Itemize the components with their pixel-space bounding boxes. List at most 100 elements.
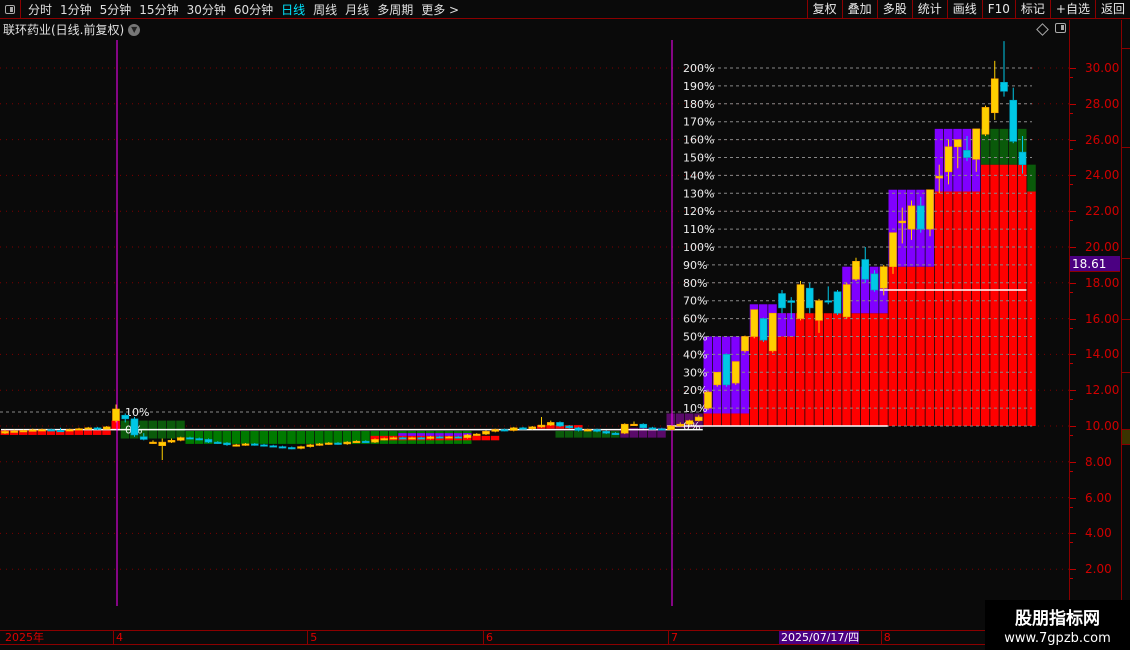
candle-body — [417, 437, 426, 440]
price-tick-label: 20.00 — [1085, 240, 1120, 254]
toolbar-button-4[interactable]: 画线 — [946, 0, 982, 18]
band-bar — [666, 413, 675, 428]
candle-body — [306, 444, 315, 447]
candle-body — [176, 437, 185, 441]
candle-body — [889, 232, 897, 267]
band-bar — [842, 313, 851, 426]
chart-title-bar: 联环药业(日线.前复权) ▼ — [3, 21, 141, 38]
candle-body — [898, 220, 907, 224]
toolbar-button-8[interactable]: 返回 — [1094, 0, 1130, 18]
tab-period-8[interactable]: 月线 — [345, 2, 370, 17]
tab-period-4[interactable]: 30分钟 — [186, 2, 226, 17]
percent-label: 130% — [683, 187, 714, 200]
band-bar — [259, 431, 268, 444]
candle-body — [963, 150, 971, 158]
band-bar — [712, 413, 722, 426]
toolbar-button-0[interactable]: 复权 — [806, 0, 842, 18]
band-bar — [46, 430, 56, 435]
candle-body — [482, 431, 490, 435]
toolbar-button-2[interactable]: 多股 — [876, 0, 912, 18]
band-bar — [102, 430, 111, 435]
band-bar — [305, 431, 315, 444]
band-bar — [749, 336, 759, 426]
toolbar-button-1[interactable]: 叠加 — [841, 0, 877, 18]
band-bar — [740, 413, 749, 426]
band-bar — [786, 313, 796, 337]
band-bar — [657, 427, 666, 438]
percent-label: 170% — [683, 116, 714, 129]
price-tick-label: 18.00 — [1085, 275, 1120, 290]
watermark-name: 股朋指标网 — [1015, 609, 1100, 629]
toolbar-button-6[interactable]: 标记 — [1014, 0, 1050, 18]
side-panel-tabs[interactable] — [1121, 20, 1130, 630]
candle-body — [565, 425, 574, 429]
band-bar — [944, 191, 953, 426]
candle-body — [620, 423, 629, 434]
candle-body — [250, 443, 259, 446]
band-bar — [453, 433, 463, 436]
band-bar — [592, 431, 601, 438]
band-bar — [287, 431, 296, 444]
panel-toggle-button[interactable] — [0, 0, 21, 19]
candle-body — [121, 414, 130, 420]
tab-period-6[interactable]: 日线 — [281, 2, 306, 17]
tab-period-2[interactable]: 5分钟 — [99, 2, 132, 17]
band-bar — [638, 427, 648, 438]
band-bar — [888, 189, 897, 267]
percent-label: 40% — [683, 348, 707, 361]
tab-period-9[interactable]: 多周期 — [377, 2, 414, 17]
band-bar — [731, 413, 740, 426]
tab-period-0[interactable]: 分时 — [28, 2, 53, 17]
tab-period-7[interactable]: 周线 — [313, 2, 338, 17]
band-bar — [315, 431, 324, 444]
toolbar-button-7[interactable]: +自选 — [1049, 0, 1095, 18]
tab-period-5[interactable]: 60分钟 — [233, 2, 274, 17]
band-bar — [971, 191, 981, 426]
axis-tick — [1070, 426, 1076, 427]
axis-minor-tick — [1070, 506, 1073, 508]
tab-period-3[interactable]: 15分钟 — [139, 2, 179, 17]
chevron-down-icon[interactable]: ▼ — [128, 23, 141, 36]
band-bar — [444, 433, 453, 436]
candle-body — [408, 437, 416, 440]
candle-body — [139, 436, 148, 440]
candle-body — [509, 427, 518, 431]
axis-minor-tick — [1070, 77, 1073, 78]
axis-minor-tick — [1070, 542, 1073, 544]
toolbar-button-5[interactable]: F10 — [981, 0, 1015, 18]
toolbar-button-3[interactable]: 统计 — [911, 0, 947, 18]
band-bar — [1018, 164, 1027, 426]
band-bar — [370, 435, 379, 441]
band-bar — [204, 431, 213, 444]
candle-body — [10, 430, 19, 433]
band-bar — [981, 128, 990, 165]
candlestick-chart[interactable]: 0%10%20%30%40%50%60%70%80%90%100%110%120… — [0, 0, 1069, 630]
candle-body — [583, 429, 592, 432]
candle-body — [38, 429, 46, 432]
date-label: 2025年 — [5, 631, 44, 644]
candle-body — [842, 284, 851, 318]
axis-tick — [1070, 175, 1076, 177]
axis-tick — [1070, 461, 1076, 463]
axis-tick — [1070, 211, 1076, 213]
axis-tick — [1070, 533, 1076, 535]
band-bar — [648, 427, 657, 438]
candle-body — [519, 427, 527, 430]
band-bar — [342, 431, 352, 444]
axis-minor-tick — [1070, 148, 1073, 150]
layout-toggle-button[interactable] — [1055, 23, 1066, 33]
percent-label: 20% — [683, 384, 707, 397]
tab-period-1[interactable]: 1分钟 — [60, 2, 92, 17]
band-bar — [564, 431, 574, 438]
band-bar — [407, 433, 416, 436]
band-bar — [93, 430, 102, 435]
selected-date-label: 2025/07/17/四 — [779, 631, 860, 644]
percent-label: 10% — [683, 402, 707, 415]
candle-body — [648, 427, 657, 430]
candle-body — [260, 444, 268, 447]
candle-body — [435, 436, 444, 439]
band-bar — [675, 413, 685, 428]
band-bar — [490, 435, 500, 441]
tab-period-10[interactable]: 更多 > — [421, 2, 460, 17]
band-bar — [759, 336, 768, 426]
